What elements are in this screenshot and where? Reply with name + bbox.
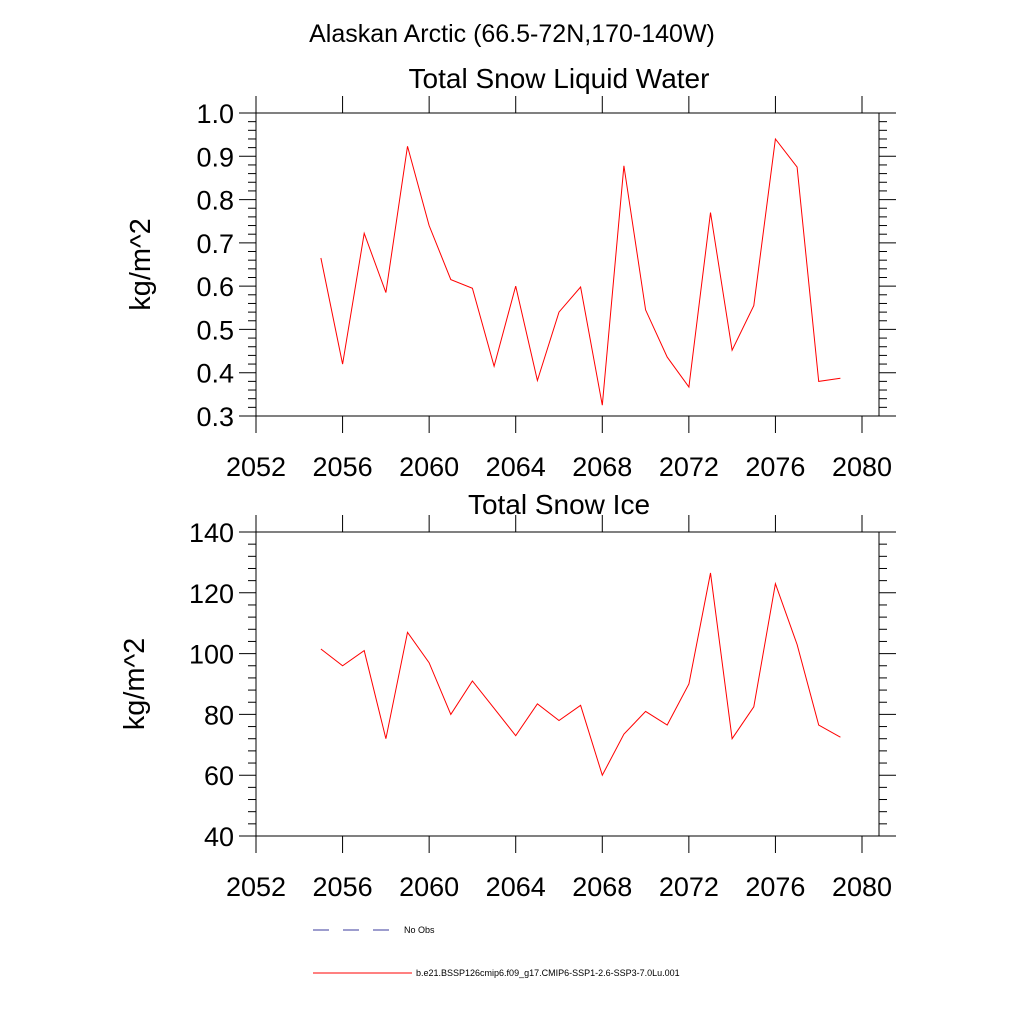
x-tick-label: 2080 (832, 872, 892, 902)
y-tick-label: 0.9 (196, 142, 234, 172)
y-tick-label: 0.6 (196, 272, 234, 302)
x-tick-label: 2080 (832, 452, 892, 482)
y-tick-label: 80 (204, 700, 234, 730)
figure-main-title: Alaskan Arctic (66.5-72N,170-140W) (309, 20, 715, 48)
x-tick-label: 2072 (659, 872, 719, 902)
y-tick-label: 0.4 (196, 359, 234, 389)
x-tick-label: 2052 (226, 452, 286, 482)
x-tick-label: 2056 (313, 452, 373, 482)
x-tick-label: 2076 (745, 452, 805, 482)
legend-label-no-obs: No Obs (404, 925, 435, 935)
x-tick-label: 2052 (226, 872, 286, 902)
panel-liquid-water: Total Snow Liquid Water 2052 2056 2060 2064 2… (125, 63, 896, 482)
x-tick-label: 2056 (313, 872, 373, 902)
chart-title: Total Snow Liquid Water (409, 63, 710, 94)
y-tick-label: 0.5 (196, 315, 234, 345)
legend: No Obs b.e21.BSSP126cmip6.f09_g17.CMIP6-… (313, 925, 680, 978)
series-line (320, 137, 841, 406)
y-tick-label: 0.3 (196, 402, 234, 432)
plot-frame (255, 112, 880, 417)
y-tick-label: 0.7 (196, 229, 234, 259)
y-axis-label: kg/m^2 (125, 218, 157, 311)
plot-frame (255, 531, 880, 837)
legend-label-model: b.e21.BSSP126cmip6.f09_g17.CMIP6-SSP1-2.… (416, 968, 680, 978)
x-tick-label: 2068 (572, 872, 632, 902)
x-tick-label: 2064 (486, 452, 546, 482)
x-tick-label: 2076 (745, 872, 805, 902)
y-axis-label: kg/m^2 (119, 638, 151, 731)
y-tick-label: 60 (204, 761, 234, 791)
x-tick-label: 2068 (572, 452, 632, 482)
y-tick-label: 1.0 (196, 99, 234, 129)
y-tick-label: 140 (189, 518, 234, 548)
series-line (320, 572, 841, 777)
x-tick-label: 2064 (486, 872, 546, 902)
x-tick-label: 2060 (399, 872, 459, 902)
panel-snow-ice: Total Snow Ice 2052 2056 2060 2064 2068 2072 20… (119, 489, 896, 902)
y-tick-label: 40 (204, 822, 234, 852)
y-tick-label: 120 (189, 579, 234, 609)
y-tick-label: 0.8 (196, 186, 234, 216)
x-tick-label: 2072 (659, 452, 719, 482)
y-tick-label: 100 (189, 640, 234, 670)
x-tick-label: 2060 (399, 452, 459, 482)
chart-title: Total Snow Ice (468, 489, 650, 520)
